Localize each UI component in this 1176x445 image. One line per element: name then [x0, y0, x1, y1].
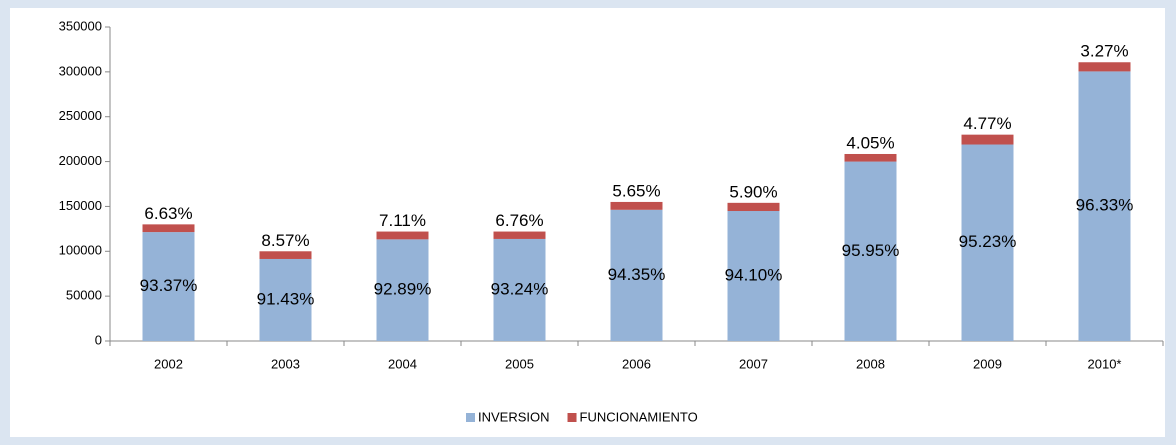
- bar-segment: [727, 211, 780, 341]
- bar-segment: [1078, 71, 1131, 341]
- x-tick-label: 2005: [505, 356, 534, 371]
- data-label: 4.77%: [963, 114, 1011, 133]
- y-tick-label: 350000: [59, 18, 102, 33]
- bar-segment: [493, 231, 546, 239]
- data-label: 91.43%: [257, 289, 315, 308]
- bar-segment: [961, 144, 1014, 341]
- data-label: 95.95%: [842, 241, 900, 260]
- data-label: 7.11%: [379, 211, 426, 230]
- data-label: 5.90%: [729, 182, 777, 201]
- bar-segment: [727, 202, 780, 212]
- x-tick-label: 2009: [973, 356, 1002, 371]
- legend-label: INVERSION: [478, 409, 550, 424]
- bar-segment: [493, 238, 546, 341]
- bar-segment: [610, 209, 663, 341]
- bar-segment: [610, 201, 663, 210]
- x-tick-label: 2006: [622, 356, 651, 371]
- bar-segment: [1078, 62, 1131, 72]
- bar-segment: [376, 231, 429, 240]
- legend-swatch: [466, 413, 475, 422]
- y-tick-label: 150000: [59, 198, 102, 213]
- data-label: 5.65%: [612, 181, 660, 200]
- x-tick-label: 2002: [154, 356, 183, 371]
- y-tick-label: 300000: [59, 63, 102, 78]
- data-label: 92.89%: [374, 280, 432, 299]
- data-label: 94.10%: [725, 265, 783, 284]
- bar-segment: [259, 258, 312, 341]
- bar-segment: [142, 232, 195, 341]
- data-label: 93.37%: [140, 276, 198, 295]
- bar-segment: [844, 161, 897, 341]
- data-label: 94.35%: [608, 265, 666, 284]
- y-tick-label: 200000: [59, 153, 102, 168]
- x-tick-label: 2003: [271, 356, 300, 371]
- y-tick-label: 100000: [59, 243, 102, 258]
- bar-segment: [259, 251, 312, 259]
- bar-segment: [376, 239, 429, 341]
- bar-segment: [961, 134, 1014, 145]
- data-label: 93.24%: [491, 279, 549, 298]
- x-tick-label: 2008: [856, 356, 885, 371]
- data-label: 4.05%: [846, 133, 894, 152]
- data-label: 6.63%: [144, 204, 192, 223]
- legend-swatch: [567, 413, 577, 422]
- data-label: 8.57%: [261, 231, 309, 250]
- data-label: 96.33%: [1076, 196, 1134, 215]
- bar-segment: [142, 224, 195, 233]
- x-tick-label: 2007: [739, 356, 768, 371]
- data-label: 6.76%: [495, 211, 543, 230]
- bar-segment: [844, 153, 897, 162]
- data-label: 3.27%: [1080, 42, 1128, 61]
- legend-label: FUNCIONAMIENTO: [580, 409, 698, 424]
- y-tick-label: 50000: [66, 288, 102, 303]
- y-tick-label: 0: [95, 332, 102, 347]
- x-tick-label: 2010*: [1088, 356, 1122, 371]
- data-label: 95.23%: [959, 232, 1017, 251]
- y-tick-label: 250000: [59, 108, 102, 123]
- x-tick-label: 2004: [388, 356, 417, 371]
